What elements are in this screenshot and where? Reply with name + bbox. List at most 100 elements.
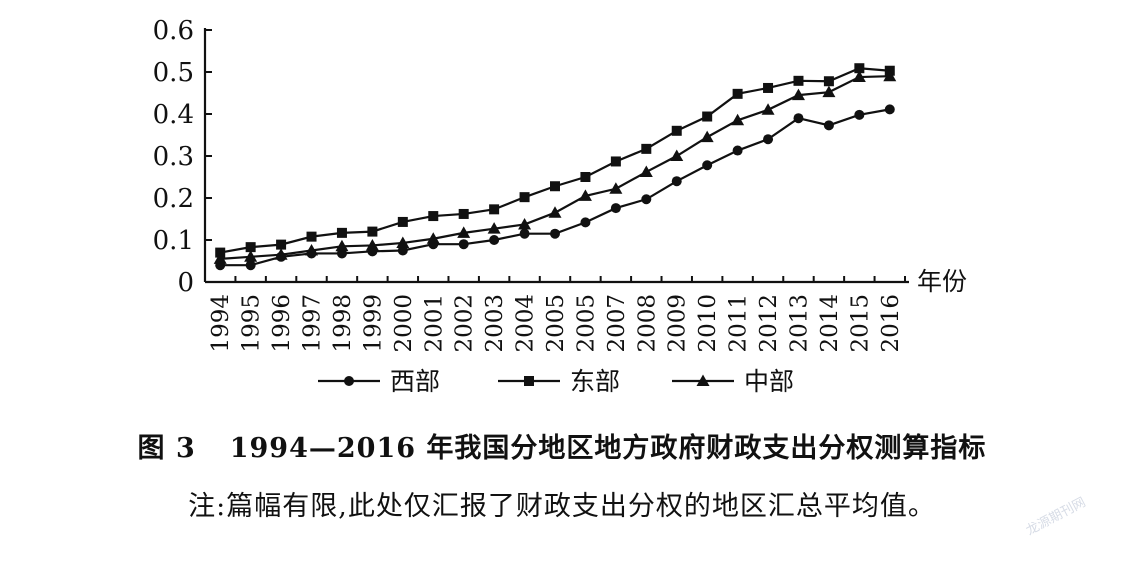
y-tick-label: 0.1 — [153, 226, 194, 256]
data-point-triangle — [761, 103, 775, 115]
data-point-square — [519, 192, 530, 203]
y-tick-label: 0.6 — [153, 16, 194, 46]
data-point-square — [763, 82, 774, 93]
x-tick-label: 2004 — [513, 294, 539, 353]
x-tick-label: 2003 — [482, 294, 508, 353]
legend-label: 西部 — [390, 367, 440, 396]
x-tick-label: 1997 — [300, 294, 326, 353]
data-point-triangle — [396, 236, 410, 248]
data-point-triangle — [852, 70, 866, 83]
x-tick-label: 2008 — [634, 294, 660, 353]
x-tick-label: 2012 — [756, 294, 782, 353]
x-tick-label: 2007 — [604, 294, 630, 353]
series-line-square — [220, 67, 890, 254]
data-point-triangle — [822, 85, 836, 98]
data-point-square — [641, 143, 652, 154]
legend-marker-square — [524, 376, 534, 386]
x-tick-label: 1998 — [330, 294, 356, 353]
data-point-circle — [519, 228, 530, 239]
data-point-triangle — [791, 88, 805, 101]
data-point-square — [671, 125, 682, 136]
data-point-circle — [489, 235, 500, 245]
x-tick-label: 1995 — [239, 294, 265, 353]
data-point-square — [428, 211, 439, 222]
data-point-square — [306, 231, 317, 242]
legend-marker-triangle — [696, 374, 710, 386]
x-tick-label: 2000 — [391, 294, 417, 353]
data-point-triangle — [244, 250, 258, 262]
x-tick-label: 1999 — [360, 294, 386, 353]
x-tick-label: 2005 — [543, 294, 569, 353]
x-tick-label: 2013 — [786, 294, 812, 353]
data-point-triangle — [609, 182, 623, 194]
data-point-circle — [884, 104, 895, 115]
data-point-square — [489, 204, 500, 215]
data-point-circle — [732, 145, 743, 156]
data-point-circle — [245, 260, 256, 271]
data-point-square — [854, 63, 865, 74]
data-point-circle — [763, 134, 774, 145]
data-point-square — [367, 226, 378, 237]
figure-note: 注:篇幅有限,此处仅汇报了财政支出分权的地区汇总平均值。 — [188, 491, 936, 522]
data-point-square — [702, 111, 713, 122]
data-point-triangle — [883, 69, 897, 82]
data-point-circle — [641, 194, 652, 205]
data-point-triangle — [548, 206, 562, 218]
figure-caption: 图 3 1994—2016 年我国分地区地方政府财政支出分权测算指标 — [0, 426, 1124, 465]
y-tick-label: 0.4 — [153, 100, 194, 130]
data-point-square — [245, 242, 256, 253]
data-point-square — [397, 216, 408, 227]
y-tick-label: 0 — [177, 268, 194, 298]
data-point-square — [823, 76, 834, 87]
data-point-triangle — [305, 244, 319, 256]
plot-area: 0 0.1 0.2 0.3 0.4 0.5 0.6 1994 1995 1996 1997 1998 1… — [153, 16, 967, 353]
x-tick-label: 2009 — [665, 294, 691, 353]
data-point-square — [276, 239, 287, 250]
data-point-circle — [610, 203, 621, 214]
data-point-triangle — [487, 222, 501, 234]
data-point-triangle — [213, 252, 227, 264]
data-point-triangle — [670, 149, 684, 161]
data-point-triangle — [518, 217, 532, 230]
x-tick-label: 2011 — [726, 294, 752, 353]
data-point-triangle — [365, 238, 379, 251]
data-point-triangle — [731, 113, 745, 126]
x-tick-label: 2002 — [452, 294, 478, 353]
data-point-triangle — [335, 239, 349, 252]
data-point-square — [610, 156, 621, 167]
data-point-circle — [671, 176, 682, 187]
x-tick-label: 2001 — [421, 294, 447, 353]
legend: 西部 东部 中部 — [318, 367, 794, 396]
legend-marker-circle — [344, 376, 354, 386]
data-point-circle — [823, 120, 834, 131]
data-point-circle — [702, 160, 713, 171]
data-point-circle — [458, 239, 469, 250]
legend-label: 中部 — [744, 367, 794, 396]
data-point-circle — [580, 217, 591, 228]
data-point-triangle — [457, 226, 471, 238]
data-point-circle — [793, 113, 804, 124]
y-tick-label: 0.3 — [153, 142, 194, 172]
x-tick-label: 1994 — [208, 294, 234, 353]
data-point-triangle — [426, 232, 440, 244]
y-tick-label: 0.5 — [153, 58, 194, 88]
y-tick-label: 0.2 — [153, 184, 194, 214]
data-point-triangle — [700, 130, 714, 143]
data-point-circle — [550, 228, 560, 239]
legend-label: 东部 — [570, 367, 620, 396]
data-point-square — [580, 172, 591, 182]
data-point-square — [336, 227, 347, 238]
figure-title: 1994—2016 年我国分地区地方政府财政支出分权测算指标 — [229, 433, 987, 464]
x-tick-label: 2010 — [695, 294, 721, 353]
data-point-circle — [854, 109, 865, 120]
x-tick-label: 2016 — [878, 294, 904, 353]
x-tick-label: 2014 — [817, 294, 843, 353]
data-point-triangle — [639, 165, 653, 177]
x-tick-label: 2015 — [847, 294, 873, 353]
x-tick-label: 1996 — [269, 294, 295, 353]
data-point-square — [732, 88, 743, 99]
x-tick-label: 2005 — [573, 294, 599, 353]
line-chart: 0 0.1 0.2 0.3 0.4 0.5 0.6 1994 1995 1996 1997 1998 1… — [153, 16, 967, 396]
data-point-square — [550, 181, 560, 192]
data-point-square — [793, 75, 804, 86]
